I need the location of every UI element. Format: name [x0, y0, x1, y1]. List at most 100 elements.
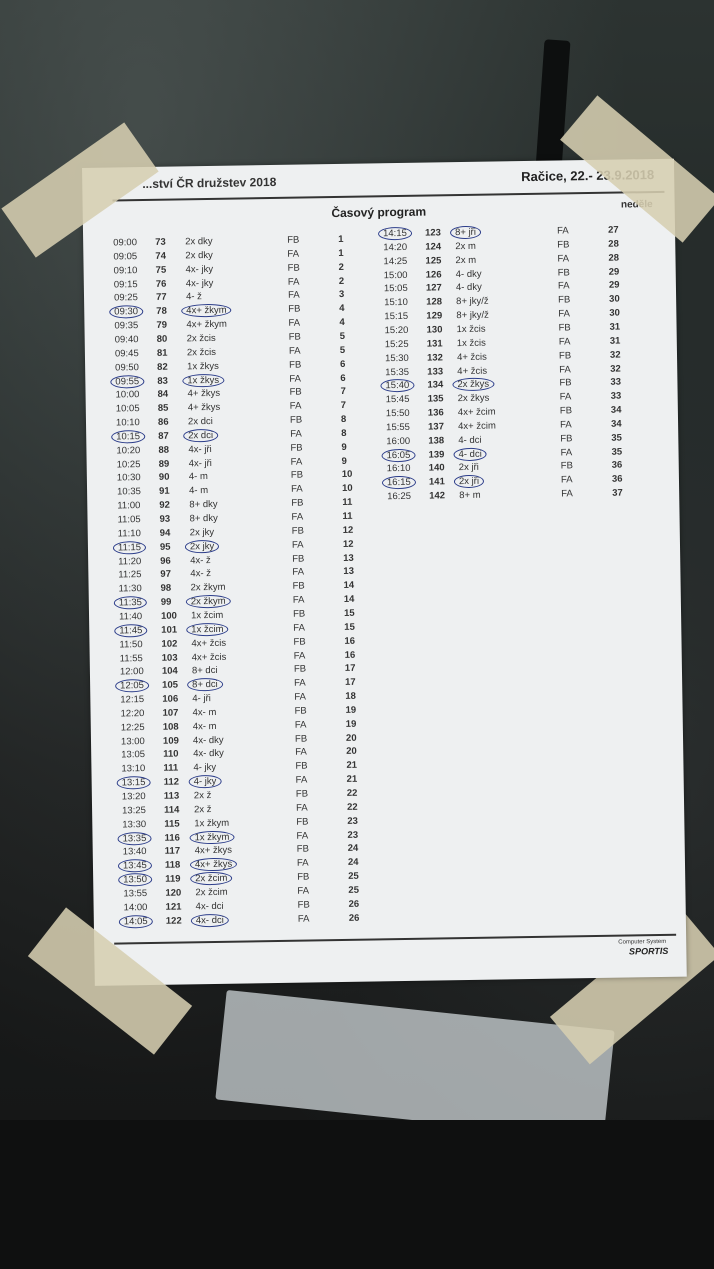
race-number-cell: 94	[159, 527, 171, 539]
race-number-cell: 126	[425, 268, 442, 281]
race-number-cell: 136	[427, 407, 444, 419]
event-cell: 8+ m	[459, 489, 481, 502]
race-number-cell: 88	[158, 444, 170, 456]
race-number-cell: 120	[165, 887, 182, 899]
lane-cell: 35	[611, 432, 622, 444]
event-cell: 4x+ žkys	[189, 857, 238, 872]
race-number-cell: 96	[160, 555, 171, 567]
time-cell: 15:35	[385, 366, 410, 378]
time-cell: 13:50	[118, 873, 153, 887]
race-number-cell: 132	[426, 351, 443, 364]
lane-cell: 7	[340, 400, 347, 412]
time-cell: 09:05	[113, 250, 138, 263]
final-cell: FA	[560, 474, 573, 486]
race-number-cell: 134	[427, 379, 444, 391]
final-cell: FB	[560, 433, 573, 445]
event-cell: 4- jky	[193, 762, 217, 774]
race-number-cell: 125	[425, 255, 442, 267]
race-number-cell: 129	[426, 310, 443, 322]
lane-cell: 14	[343, 593, 355, 606]
time-cell: 13:45	[117, 859, 152, 873]
race-number-cell: 84	[157, 389, 169, 401]
final-cell: FB	[289, 359, 302, 371]
time-cell: 10:25	[116, 458, 141, 471]
event-cell: 1x žkys	[187, 360, 219, 373]
time-cell: 12:20	[120, 707, 145, 720]
event-cell: 4x- jky	[185, 263, 214, 276]
lane-cell: 15	[344, 621, 355, 633]
time-cell: 15:55	[386, 421, 410, 434]
lane-cell: 25	[348, 884, 360, 896]
lane-cell: 23	[347, 815, 358, 827]
time-cell: 09:00	[113, 237, 138, 249]
lane-cell: 35	[611, 446, 623, 458]
race-number-cell: 78	[156, 305, 167, 318]
time-cell: 12:25	[120, 721, 145, 734]
page-title: Časový program	[331, 204, 427, 221]
final-cell: FB	[288, 303, 301, 316]
race-number-cell: 89	[158, 458, 170, 470]
lane-cell: 10	[341, 469, 353, 481]
lane-cell: 27	[607, 224, 619, 236]
final-cell: FA	[559, 363, 571, 376]
lane-cell: 4	[339, 316, 345, 329]
time-cell: 09:45	[114, 347, 139, 360]
time-cell: 11:25	[118, 569, 142, 581]
final-cell: FB	[297, 899, 310, 911]
time-cell: 15:05	[383, 283, 408, 295]
event-cell: 1x žkym	[194, 817, 230, 830]
event-cell: 4- ž	[185, 291, 202, 303]
time-cell: 15:00	[383, 269, 408, 281]
final-cell: FA	[293, 622, 305, 634]
final-cell: FA	[294, 677, 306, 689]
final-cell: FA	[291, 511, 304, 523]
final-cell: FB	[292, 608, 306, 620]
race-number-cell: 73	[155, 236, 166, 248]
lane-cell: 15	[343, 607, 355, 619]
lane-cell: 23	[347, 829, 359, 841]
race-number-cell: 142	[429, 490, 446, 502]
final-cell: FA	[294, 691, 307, 703]
event-cell: 2x ž	[194, 803, 212, 816]
time-cell: 11:20	[118, 555, 142, 568]
time-cell: 14:15	[377, 226, 412, 241]
lane-cell: 24	[347, 856, 359, 869]
lane-cell: 22	[346, 787, 358, 799]
final-cell: FA	[295, 774, 308, 786]
time-cell: 14:00	[123, 901, 148, 914]
lane-cell: 13	[343, 566, 355, 578]
time-cell: 15:40	[380, 379, 415, 393]
final-cell: FA	[291, 539, 304, 551]
final-cell: FA	[297, 913, 310, 925]
race-number-cell: 117	[164, 845, 181, 858]
event-cell: 2x jky	[189, 526, 215, 539]
final-cell: FB	[288, 331, 301, 343]
lane-cell: 26	[348, 912, 360, 924]
time-cell: 16:05	[381, 448, 416, 462]
time-cell: 09:55	[110, 374, 145, 389]
time-cell: 13:10	[121, 763, 146, 775]
time-cell: 13:00	[120, 735, 145, 748]
event-cell: 4x- dky	[192, 734, 224, 746]
final-cell: FB	[289, 414, 303, 426]
event-cell: 2x jři	[458, 462, 479, 474]
final-cell: FA	[296, 857, 309, 869]
race-number-cell: 103	[161, 652, 178, 664]
lane-cell: 24	[347, 843, 359, 855]
time-cell: 11:55	[119, 652, 143, 664]
lane-cell: 33	[610, 376, 622, 389]
final-cell: FB	[289, 386, 302, 399]
final-cell: FA	[292, 566, 305, 579]
race-number-cell: 130	[426, 324, 443, 336]
dashboard	[0, 1120, 714, 1269]
race-number-cell: 133	[427, 365, 444, 378]
lane-cell: 8	[340, 413, 347, 426]
race-number-cell: 92	[159, 499, 170, 511]
lane-cell: 10	[341, 483, 353, 495]
time-cell: 10:00	[115, 389, 140, 401]
time-cell: 09:15	[113, 278, 138, 291]
final-cell: FB	[293, 663, 307, 676]
time-cell: 12:00	[119, 666, 144, 678]
time-cell: 13:55	[123, 888, 148, 900]
time-cell: 13:30	[122, 818, 147, 831]
